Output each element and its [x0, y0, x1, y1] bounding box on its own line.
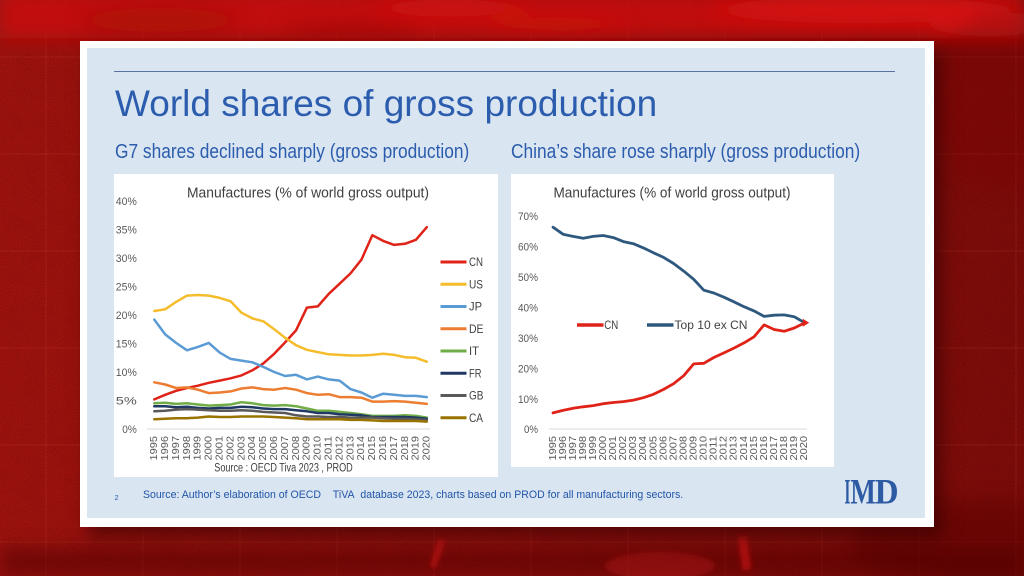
svg-text:20%: 20%: [116, 310, 137, 322]
svg-text:CN: CN: [469, 255, 483, 269]
svg-text:50%: 50%: [518, 272, 538, 284]
svg-text:M: M: [850, 472, 875, 511]
svg-text:CN: CN: [604, 318, 618, 332]
svg-text:1998: 1998: [578, 436, 589, 461]
svg-text:1995: 1995: [149, 436, 160, 461]
svg-text:60%: 60%: [518, 242, 538, 254]
svg-text:2013: 2013: [729, 436, 740, 461]
svg-text:15%: 15%: [116, 339, 137, 351]
svg-text:2011: 2011: [323, 436, 334, 461]
svg-text:2004: 2004: [247, 436, 258, 461]
svg-text:1999: 1999: [193, 436, 204, 461]
svg-text:2010: 2010: [699, 436, 710, 461]
svg-text:DE: DE: [469, 322, 484, 336]
svg-text:2008: 2008: [291, 436, 302, 461]
svg-text:40%: 40%: [518, 303, 538, 315]
svg-text:2012: 2012: [719, 436, 730, 461]
svg-text:Top 10 ex CN: Top 10 ex CN: [675, 318, 748, 332]
svg-text:D: D: [875, 473, 899, 512]
svg-text:2017: 2017: [769, 436, 780, 461]
svg-text:25%: 25%: [116, 282, 137, 294]
svg-text:1998: 1998: [182, 436, 193, 461]
svg-text:2015: 2015: [749, 436, 760, 461]
svg-text:5%: 5%: [116, 396, 137, 408]
svg-text:40%: 40%: [116, 196, 137, 208]
svg-text:2012: 2012: [334, 436, 345, 461]
svg-text:2018: 2018: [779, 436, 790, 461]
svg-text:1995: 1995: [548, 436, 559, 461]
svg-text:Source : OECD Tiva 2023 , PROD: Source : OECD Tiva 2023 , PROD: [214, 462, 353, 474]
svg-text:35%: 35%: [116, 225, 137, 237]
svg-text:Manufactures (% of world gross: Manufactures (% of world gross output): [554, 186, 791, 202]
svg-text:I: I: [844, 472, 850, 511]
svg-text:10%: 10%: [116, 367, 137, 379]
svg-text:0%: 0%: [524, 424, 538, 436]
svg-text:US: US: [469, 278, 483, 292]
svg-text:70%: 70%: [518, 211, 538, 223]
svg-text:2003: 2003: [628, 436, 639, 461]
svg-text:2000: 2000: [598, 436, 609, 461]
svg-text:2007: 2007: [280, 436, 291, 461]
svg-text:0%: 0%: [122, 424, 137, 436]
svg-text:2009: 2009: [302, 436, 313, 461]
svg-text:GB: GB: [469, 389, 484, 403]
svg-text:2004: 2004: [638, 436, 649, 461]
svg-text:1999: 1999: [588, 436, 599, 461]
svg-text:10%: 10%: [518, 394, 538, 406]
svg-text:2017: 2017: [389, 436, 400, 461]
svg-text:2005: 2005: [648, 436, 659, 461]
svg-text:IT: IT: [469, 344, 479, 358]
svg-text:2003: 2003: [236, 436, 247, 461]
svg-text:2018: 2018: [400, 436, 411, 461]
svg-text:2009: 2009: [688, 436, 699, 461]
svg-text:2000: 2000: [204, 436, 215, 461]
svg-text:1996: 1996: [160, 436, 171, 461]
svg-text:2006: 2006: [658, 436, 669, 461]
svg-text:2001: 2001: [214, 436, 225, 461]
svg-text:FR: FR: [469, 366, 482, 380]
svg-text:2014: 2014: [739, 436, 750, 461]
svg-text:2015: 2015: [367, 436, 378, 461]
svg-text:2016: 2016: [759, 436, 770, 461]
svg-text:2019: 2019: [789, 436, 800, 461]
svg-text:2002: 2002: [225, 436, 236, 461]
svg-text:1997: 1997: [171, 436, 182, 461]
svg-text:Manufactures (% of world gross: Manufactures (% of world gross output): [187, 186, 429, 202]
svg-text:2020: 2020: [422, 436, 433, 461]
svg-text:30%: 30%: [518, 333, 538, 345]
svg-text:CA: CA: [469, 411, 484, 425]
svg-text:1996: 1996: [558, 436, 569, 461]
svg-text:2007: 2007: [668, 436, 679, 461]
svg-text:2010: 2010: [313, 436, 324, 461]
svg-text:2008: 2008: [678, 436, 689, 461]
svg-text:2002: 2002: [618, 436, 629, 461]
svg-text:2013: 2013: [345, 436, 356, 461]
svg-text:2019: 2019: [411, 436, 422, 461]
svg-text:2016: 2016: [378, 436, 389, 461]
svg-text:30%: 30%: [116, 253, 137, 265]
svg-text:JP: JP: [469, 300, 482, 314]
svg-text:1997: 1997: [568, 436, 579, 461]
svg-text:2006: 2006: [269, 436, 280, 461]
svg-text:2014: 2014: [356, 436, 367, 461]
svg-text:20%: 20%: [518, 363, 538, 375]
svg-text:2020: 2020: [799, 436, 810, 461]
svg-text:2001: 2001: [608, 436, 619, 461]
svg-text:2011: 2011: [709, 436, 720, 461]
svg-text:2005: 2005: [258, 436, 269, 461]
